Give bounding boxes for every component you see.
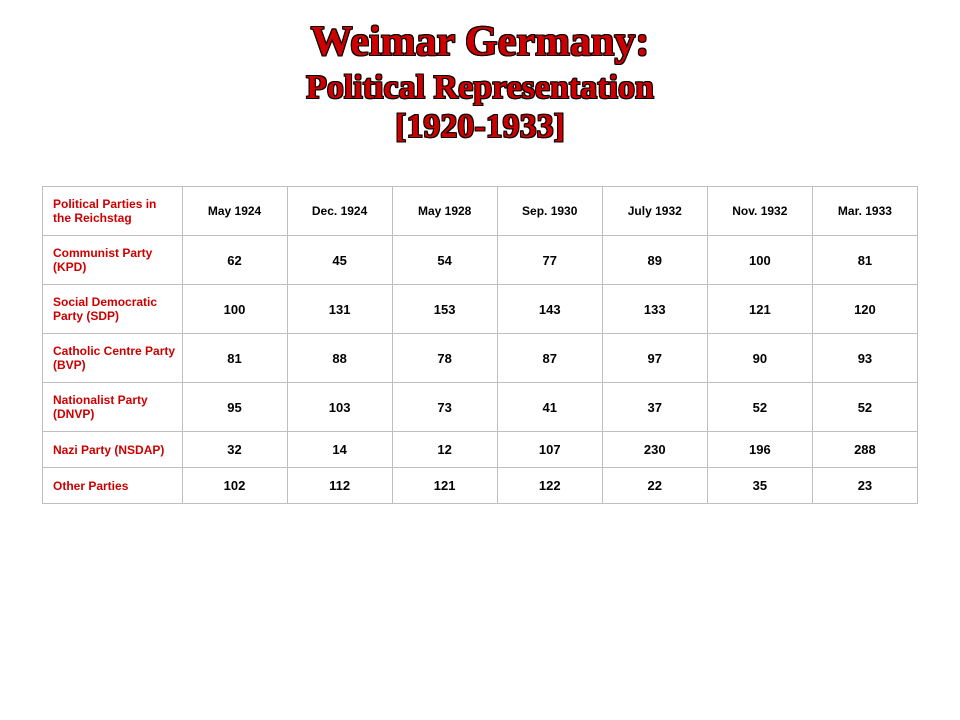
cell: 32 [182, 432, 287, 468]
row-label: Nazi Party (NSDAP) [43, 432, 183, 468]
cell: 87 [497, 334, 602, 383]
cell: 100 [707, 236, 812, 285]
cell: 102 [182, 468, 287, 504]
cell: 196 [707, 432, 812, 468]
cell: 81 [182, 334, 287, 383]
title-line-2: Political Representation [0, 68, 960, 107]
col-header: Nov. 1932 [707, 187, 812, 236]
cell: 95 [182, 383, 287, 432]
cell: 288 [812, 432, 917, 468]
cell: 52 [707, 383, 812, 432]
col-header: Sep. 1930 [497, 187, 602, 236]
cell: 14 [287, 432, 392, 468]
cell: 230 [602, 432, 707, 468]
slide-page: Weimar Germany: Political Representation… [0, 0, 960, 720]
cell: 133 [602, 285, 707, 334]
title-line-3: [1920-1933] [0, 107, 960, 146]
table-row: Nationalist Party (DNVP) 95 103 73 41 37… [43, 383, 918, 432]
table-row: Catholic Centre Party (BVP) 81 88 78 87 … [43, 334, 918, 383]
table-row: Nazi Party (NSDAP) 32 14 12 107 230 196 … [43, 432, 918, 468]
row-label: Nationalist Party (DNVP) [43, 383, 183, 432]
cell: 37 [602, 383, 707, 432]
row-label: Communist Party (KPD) [43, 236, 183, 285]
row-label: Other Parties [43, 468, 183, 504]
table-row: Communist Party (KPD) 62 45 54 77 89 100… [43, 236, 918, 285]
cell: 23 [812, 468, 917, 504]
cell: 122 [497, 468, 602, 504]
col-header: May 1928 [392, 187, 497, 236]
header-corner-cell: Political Parties in the Reichstag [43, 187, 183, 236]
cell: 41 [497, 383, 602, 432]
cell: 22 [602, 468, 707, 504]
cell: 52 [812, 383, 917, 432]
cell: 81 [812, 236, 917, 285]
cell: 121 [707, 285, 812, 334]
cell: 100 [182, 285, 287, 334]
col-header: July 1932 [602, 187, 707, 236]
col-header: May 1924 [182, 187, 287, 236]
cell: 112 [287, 468, 392, 504]
cell: 131 [287, 285, 392, 334]
cell: 90 [707, 334, 812, 383]
cell: 35 [707, 468, 812, 504]
cell: 153 [392, 285, 497, 334]
cell: 88 [287, 334, 392, 383]
cell: 73 [392, 383, 497, 432]
cell: 97 [602, 334, 707, 383]
cell: 143 [497, 285, 602, 334]
cell: 121 [392, 468, 497, 504]
cell: 103 [287, 383, 392, 432]
cell: 78 [392, 334, 497, 383]
cell: 107 [497, 432, 602, 468]
col-header: Dec. 1924 [287, 187, 392, 236]
cell: 45 [287, 236, 392, 285]
table-row: Other Parties 102 112 121 122 22 35 23 [43, 468, 918, 504]
cell: 93 [812, 334, 917, 383]
table-header-row: Political Parties in the Reichstag May 1… [43, 187, 918, 236]
table-container: Political Parties in the Reichstag May 1… [42, 186, 918, 504]
title-line-1: Weimar Germany: [0, 18, 960, 66]
col-header: Mar. 1933 [812, 187, 917, 236]
title-block: Weimar Germany: Political Representation… [0, 18, 960, 146]
cell: 77 [497, 236, 602, 285]
reichstag-table: Political Parties in the Reichstag May 1… [42, 186, 918, 504]
row-label: Catholic Centre Party (BVP) [43, 334, 183, 383]
row-label: Social Democratic Party (SDP) [43, 285, 183, 334]
cell: 12 [392, 432, 497, 468]
table-row: Social Democratic Party (SDP) 100 131 15… [43, 285, 918, 334]
cell: 89 [602, 236, 707, 285]
cell: 62 [182, 236, 287, 285]
cell: 120 [812, 285, 917, 334]
cell: 54 [392, 236, 497, 285]
